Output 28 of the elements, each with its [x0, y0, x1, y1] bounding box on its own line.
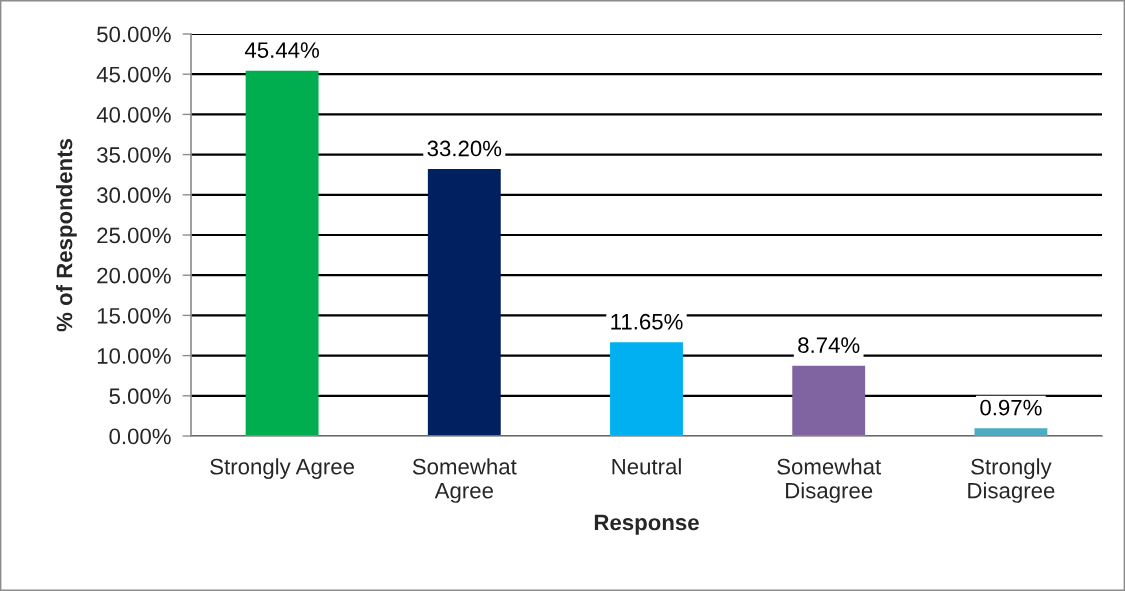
y-tick-label: 5.00% [109, 388, 171, 405]
x-tick-label: Somewhat Agree [412, 458, 517, 503]
data-label: 11.65% [611, 313, 683, 330]
y-tick-label: 40.00% [96, 106, 171, 123]
x-tick-label: Strongly Agree [210, 458, 354, 479]
x-tick-label: Somewhat Disagree [777, 458, 882, 503]
data-label: 45.44% [244, 42, 319, 58]
y-tick-label: 15.00% [97, 307, 171, 324]
data-label: 0.97% [980, 399, 1042, 416]
data-label: 33.20% [427, 140, 502, 157]
bar [792, 365, 866, 436]
x-tick-label: Strongly Disagree [968, 458, 1055, 503]
bar [610, 342, 683, 436]
y-tick-label: 0.00% [109, 428, 171, 445]
bar [245, 70, 319, 436]
y-tick-label: 20.00% [97, 267, 171, 284]
x-tick-label: Neutral [612, 458, 681, 475]
y-tick-label: 45.00% [96, 66, 171, 83]
y-tick-label: 10.00% [97, 348, 171, 364]
y-tick-label: 50.00% [97, 26, 171, 43]
x-axis-title: Response [594, 514, 699, 535]
y-axis-title: % of Respondents [56, 138, 77, 332]
y-tick-label: 25.00% [97, 227, 171, 244]
y-tick-label: 30.00% [97, 187, 171, 204]
y-tick-label: 35.00% [97, 147, 171, 163]
bar [974, 428, 1048, 436]
bar [427, 169, 501, 436]
data-label: 8.74% [798, 337, 860, 353]
